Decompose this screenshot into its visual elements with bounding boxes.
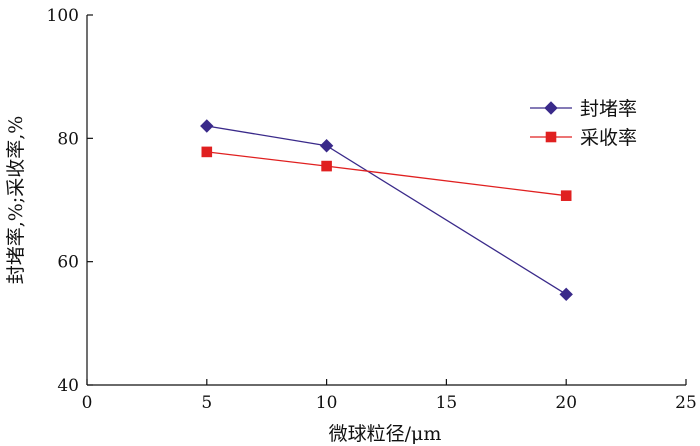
data-point <box>560 190 572 201</box>
series-layer <box>200 119 573 302</box>
data-point <box>321 160 332 172</box>
x-axis-title: 微球粒径/μm <box>329 423 442 445</box>
axes <box>86 15 686 386</box>
series-diamond <box>200 119 573 302</box>
data-point <box>201 146 213 158</box>
y-tick-label: 100 <box>47 6 79 26</box>
data-point <box>559 287 573 302</box>
data-point <box>200 119 214 133</box>
x-tick-label: 15 <box>436 393 458 413</box>
x-tick-label: 10 <box>316 393 338 413</box>
x-tick-label: 5 <box>201 393 212 413</box>
x-tick-label: 20 <box>555 393 577 413</box>
y-axis-title: 封堵率,%;采收率,% <box>5 116 27 285</box>
series-line <box>206 151 567 197</box>
series-line <box>206 125 567 295</box>
series-square <box>201 146 572 201</box>
legend-label: 封堵率 <box>580 98 637 120</box>
data-point <box>319 139 334 153</box>
x-tick-label: 25 <box>675 393 697 413</box>
x-tick-label: 0 <box>82 393 93 413</box>
legend-marker <box>545 131 557 143</box>
legend-marker <box>544 101 558 115</box>
y-tick-label: 40 <box>57 376 79 396</box>
legend-label: 采收率 <box>580 127 637 149</box>
axis-ticks: 0 5 10 15 20 25 40 60 80 100 <box>47 6 697 413</box>
y-tick-label: 80 <box>57 129 79 149</box>
legend-item: 采收率 <box>530 127 637 149</box>
y-tick-label: 60 <box>57 253 79 273</box>
legend-item: 封堵率 <box>530 98 637 120</box>
